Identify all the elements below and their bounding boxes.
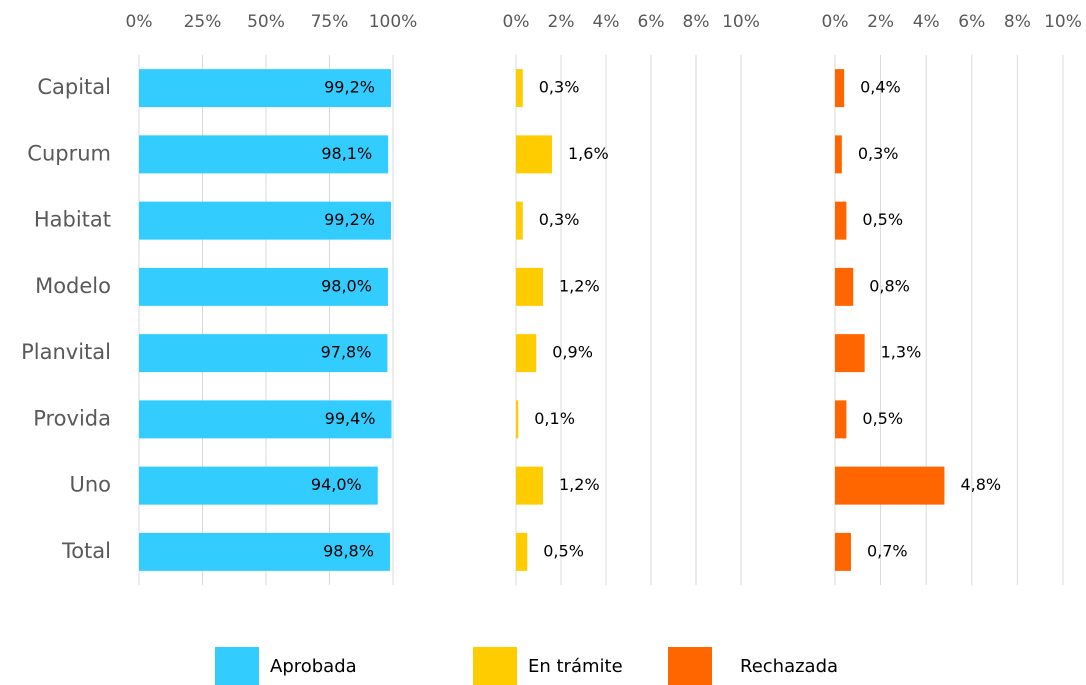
- bar: [516, 135, 552, 174]
- bar: [835, 69, 845, 108]
- bar: [139, 69, 391, 108]
- bar: [516, 69, 523, 108]
- value-label: 99,4%: [325, 409, 376, 428]
- bar: [139, 201, 391, 240]
- value-label: 97,8%: [321, 343, 372, 362]
- x-tick-label: 8%: [683, 12, 710, 32]
- x-tick-label: 50%: [247, 12, 285, 32]
- x-tick-label: 2%: [867, 12, 894, 32]
- value-label: 4,8%: [960, 475, 1001, 494]
- value-label: 0,3%: [539, 210, 580, 229]
- bar: [516, 532, 528, 571]
- bar: [516, 334, 537, 373]
- x-tick-label: 75%: [311, 12, 349, 32]
- bar: [516, 267, 543, 306]
- bar: [835, 466, 945, 505]
- x-tick-label: 4%: [913, 12, 940, 32]
- legend-label: En trámite: [528, 656, 623, 677]
- value-label: 0,7%: [867, 541, 908, 560]
- bar: [835, 400, 847, 439]
- value-label: 1,6%: [568, 144, 609, 163]
- category-label: Modelo: [35, 274, 111, 298]
- bar: [835, 532, 851, 571]
- category-label: Total: [61, 539, 111, 563]
- value-label: 94,0%: [311, 475, 362, 494]
- x-tick-label: 8%: [1004, 12, 1031, 32]
- value-label: 1,3%: [881, 343, 922, 362]
- category-label: Habitat: [34, 208, 111, 232]
- bar: [516, 201, 523, 240]
- x-tick-label: 0%: [822, 12, 849, 32]
- value-label: 0,8%: [869, 276, 910, 295]
- legend-swatch: [668, 647, 712, 685]
- x-tick-label: 6%: [958, 12, 985, 32]
- legend-swatch: [215, 647, 259, 685]
- value-label: 0,3%: [539, 78, 580, 97]
- category-label: Uno: [69, 473, 111, 497]
- value-label: 0,5%: [862, 210, 903, 229]
- x-tick-label: 25%: [184, 12, 222, 32]
- value-label: 1,2%: [559, 276, 600, 295]
- x-tick-label: 0%: [126, 12, 153, 32]
- value-label: 0,5%: [543, 541, 584, 560]
- x-tick-label: 100%: [369, 12, 418, 32]
- value-label: 1,2%: [559, 475, 600, 494]
- bar: [139, 400, 392, 439]
- x-tick-label: 6%: [638, 12, 665, 32]
- legend-swatch: [473, 647, 517, 685]
- value-label: 0,4%: [860, 78, 901, 97]
- bar: [835, 135, 842, 174]
- x-tick-label: 10%: [1044, 12, 1082, 32]
- x-tick-label: 0%: [503, 12, 530, 32]
- legend-label: Rechazada: [740, 656, 838, 677]
- bar: [139, 334, 388, 373]
- bar: [516, 400, 519, 439]
- category-label: Planvital: [21, 340, 111, 364]
- bar: [516, 466, 543, 505]
- value-label: 99,2%: [324, 78, 375, 97]
- category-label: Provida: [33, 406, 111, 430]
- x-tick-label: 4%: [593, 12, 620, 32]
- bar: [139, 267, 388, 306]
- value-label: 0,3%: [858, 144, 899, 163]
- bar: [139, 135, 389, 174]
- value-label: 98,0%: [321, 276, 372, 295]
- value-label: 98,1%: [321, 144, 372, 163]
- bar: [139, 532, 390, 571]
- value-label: 0,9%: [552, 343, 593, 362]
- x-tick-label: 2%: [548, 12, 575, 32]
- category-label: Capital: [37, 75, 111, 99]
- bar: [139, 466, 378, 505]
- legend-label: Aprobada: [270, 656, 357, 677]
- category-label: Cuprum: [27, 141, 111, 165]
- bar: [835, 334, 865, 373]
- value-label: 99,2%: [324, 210, 375, 229]
- x-tick-label: 10%: [722, 12, 760, 32]
- bar: [835, 201, 847, 240]
- bar: [835, 267, 854, 306]
- value-label: 0,1%: [534, 409, 575, 428]
- value-label: 0,5%: [862, 409, 903, 428]
- value-label: 98,8%: [323, 541, 374, 560]
